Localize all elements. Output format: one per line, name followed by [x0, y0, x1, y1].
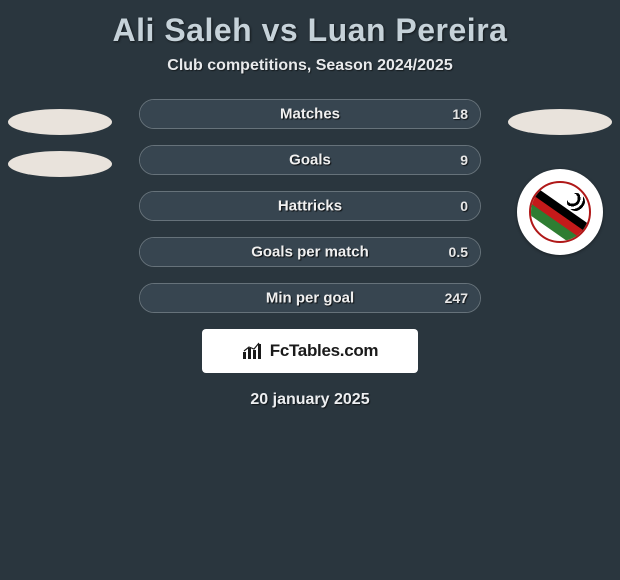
stat-label: Hattricks: [278, 198, 342, 215]
stat-row: Matches 18: [139, 99, 481, 129]
stat-label: Min per goal: [266, 290, 354, 307]
stat-value-right: 18: [452, 106, 468, 122]
stat-label: Goals per match: [251, 244, 369, 261]
left-avatar-placeholder: [8, 109, 112, 135]
stat-label: Matches: [280, 106, 340, 123]
player1-name: Ali Saleh: [113, 12, 253, 48]
stat-bars: Matches 18 Goals 9 Hattricks 0 Goals per match…: [139, 99, 481, 313]
vs-separator: vs: [262, 12, 299, 48]
badge-ball-icon: [567, 193, 585, 211]
stat-row: Hattricks 0: [139, 191, 481, 221]
brand-name: FcTables.com: [270, 341, 379, 361]
player2-name: Luan Pereira: [308, 12, 508, 48]
stat-value-right: 247: [445, 290, 468, 306]
right-avatar-placeholder: [508, 109, 612, 135]
stat-row: Goals 9: [139, 145, 481, 175]
stat-value-right: 9: [460, 152, 468, 168]
bar-chart-icon: [242, 342, 264, 360]
left-club-placeholder: [8, 151, 112, 177]
brand-box: FcTables.com: [202, 329, 418, 373]
stat-value-right: 0: [460, 198, 468, 214]
right-club-badge: [517, 169, 603, 255]
right-player-column: [500, 99, 620, 255]
stat-value-right: 0.5: [449, 244, 468, 260]
snapshot-date: 20 january 2025: [0, 373, 620, 409]
club-badge-graphic: [529, 181, 591, 243]
left-player-column: [0, 99, 120, 177]
comparison-card: Ali Saleh vs Luan Pereira Club competiti…: [0, 0, 620, 409]
subtitle: Club competitions, Season 2024/2025: [0, 57, 620, 99]
page-title: Ali Saleh vs Luan Pereira: [0, 8, 620, 57]
stat-row: Min per goal 247: [139, 283, 481, 313]
stat-row: Goals per match 0.5: [139, 237, 481, 267]
stat-label: Goals: [289, 152, 331, 169]
stats-section: Matches 18 Goals 9 Hattricks 0 Goals per match…: [0, 99, 620, 313]
